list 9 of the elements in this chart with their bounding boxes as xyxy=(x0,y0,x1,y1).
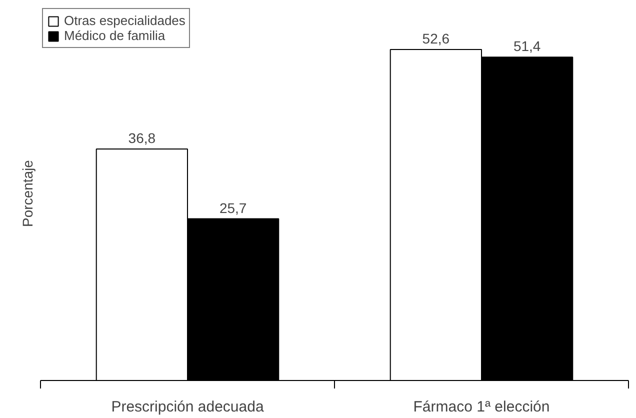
data-label: 25,7 xyxy=(219,200,247,216)
y-axis-title: Porcentaje xyxy=(20,160,36,227)
data-label: 52,6 xyxy=(422,30,450,47)
legend-label: Otras especialidades xyxy=(64,13,186,28)
data-label: 36,8 xyxy=(128,130,156,146)
x-tick-label: Fármaco 1ª elección xyxy=(413,398,550,416)
legend-label: Médico de familia xyxy=(64,28,166,43)
x-tick-label: Prescripción adecuada xyxy=(111,398,264,416)
data-label: 51,4 xyxy=(513,38,541,54)
